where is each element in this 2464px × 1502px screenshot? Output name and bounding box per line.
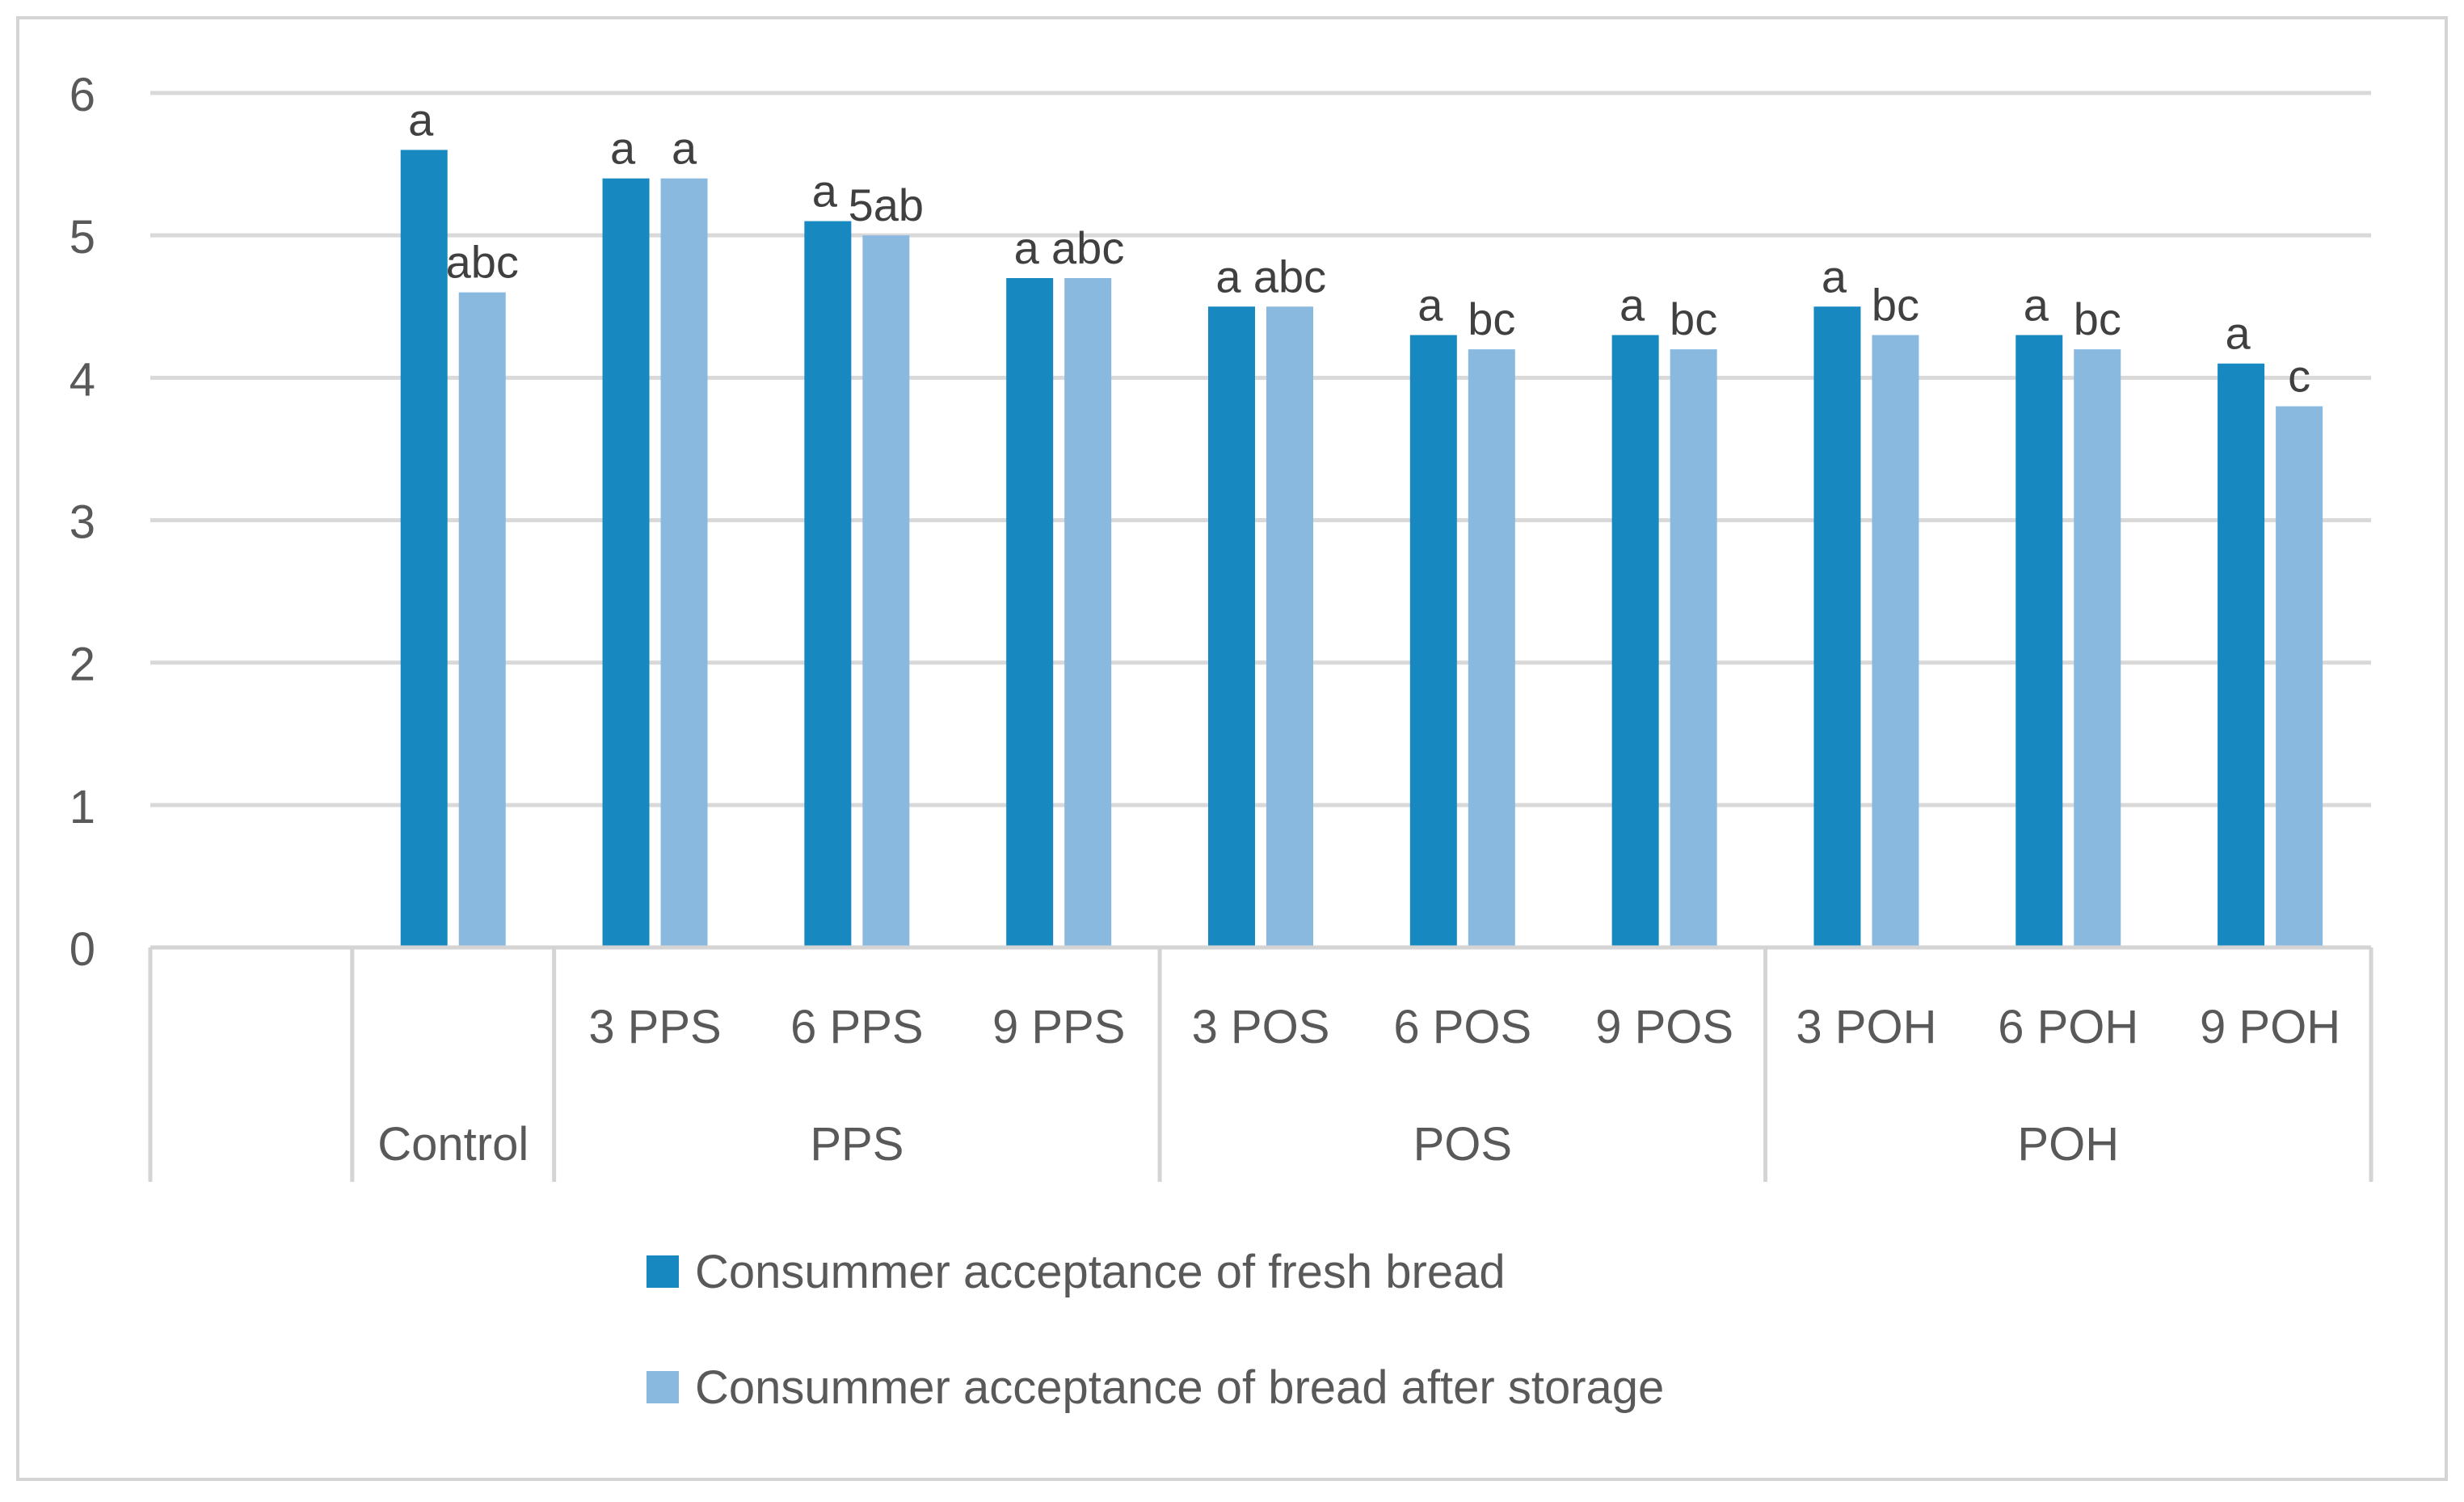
group-label: POS — [1413, 1118, 1513, 1171]
bar — [602, 178, 650, 947]
data-label: a — [1215, 251, 1241, 302]
data-label: 5ab — [849, 179, 924, 230]
data-label: c — [2288, 351, 2310, 402]
y-tick-label: 1 — [69, 781, 95, 833]
data-label: abc — [446, 237, 519, 288]
y-tick-label: 4 — [69, 353, 95, 406]
data-label: a — [1417, 279, 1443, 330]
group-label: POH — [2017, 1118, 2119, 1171]
data-label: a — [1822, 251, 1847, 302]
x-tick-label: 3 PPS — [588, 1001, 721, 1053]
bar — [1670, 349, 1717, 948]
bar — [2218, 363, 2265, 947]
x-tick-label: 6 POH — [1998, 1001, 2138, 1053]
x-tick-label: 9 POS — [1595, 1001, 1733, 1053]
data-label: a — [2024, 279, 2049, 330]
x-tick-label: 9 POH — [2200, 1001, 2340, 1053]
bar — [862, 235, 910, 948]
legend-swatch — [647, 1371, 679, 1403]
legend-swatch — [647, 1255, 679, 1288]
data-label: a — [1014, 222, 1040, 273]
bar — [1872, 335, 1919, 947]
x-tick-label: 9 PPS — [992, 1001, 1125, 1053]
legend-label: Consummer acceptance of bread after stor… — [695, 1361, 1664, 1414]
bar — [660, 178, 708, 947]
group-label: Control — [377, 1118, 529, 1171]
y-tick-label: 0 — [69, 923, 95, 976]
bar — [1208, 306, 1255, 947]
bar — [1611, 335, 1659, 947]
data-label: abc — [1253, 251, 1326, 302]
bar — [804, 221, 852, 947]
y-tick-label: 3 — [69, 496, 95, 549]
data-label: a — [1620, 279, 1645, 330]
bar — [1006, 278, 1054, 947]
group-label: PPS — [810, 1118, 903, 1171]
bar — [1266, 306, 1313, 947]
bar — [1813, 306, 1861, 947]
x-tick-label: 3 POS — [1192, 1001, 1330, 1053]
data-label: bc — [1670, 293, 1717, 344]
bar — [458, 292, 506, 948]
y-tick-label: 2 — [69, 639, 95, 691]
data-label: a — [610, 123, 636, 174]
bar — [1468, 349, 1515, 948]
x-tick-label: 6 POS — [1393, 1001, 1531, 1053]
data-label: bc — [2074, 293, 2121, 344]
bar — [400, 150, 448, 947]
legend-label: Consummer acceptance of fresh bread — [695, 1246, 1506, 1298]
bar — [1064, 278, 1112, 947]
y-tick-label: 5 — [69, 211, 95, 264]
data-label: a — [2226, 308, 2251, 359]
bar — [2074, 349, 2121, 948]
data-label: a — [812, 166, 838, 217]
data-label: a — [408, 94, 434, 145]
data-label: bc — [1872, 279, 1919, 330]
data-label: a — [672, 123, 697, 174]
x-tick-label: 3 POH — [1796, 1001, 1936, 1053]
bar — [1409, 335, 1457, 947]
bar — [2015, 335, 2063, 947]
bar — [2276, 406, 2323, 948]
data-label: bc — [1468, 293, 1515, 344]
x-tick-label: 6 PPS — [790, 1001, 923, 1053]
data-label: abc — [1051, 222, 1124, 273]
y-tick-label: 6 — [69, 69, 95, 121]
